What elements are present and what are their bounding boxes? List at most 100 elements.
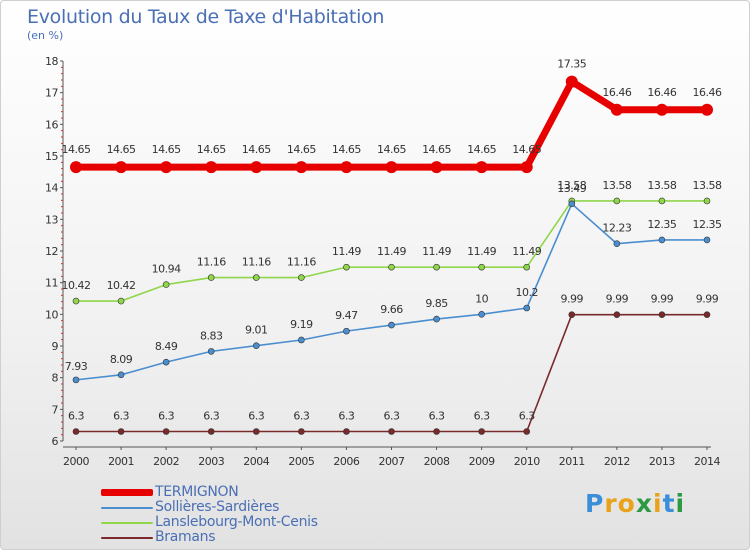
data-label: 6.3: [203, 410, 219, 423]
data-label: 6.3: [519, 410, 535, 423]
data-point: [613, 311, 621, 318]
data-point: [252, 428, 260, 435]
data-label: 16.46: [693, 86, 722, 99]
data-point: [250, 161, 263, 174]
data-label: 14.65: [107, 143, 136, 156]
data-point: [295, 161, 308, 174]
data-point: [523, 304, 531, 312]
data-label: 14.65: [467, 143, 496, 156]
y-tick-label: 7: [52, 403, 59, 416]
data-point: [72, 376, 80, 384]
data-point: [658, 311, 666, 318]
data-label: 9.99: [651, 293, 674, 306]
data-label: 11.49: [512, 245, 541, 258]
legend-swatch: [101, 506, 153, 509]
data-label: 6.3: [384, 410, 400, 423]
data-point: [298, 274, 305, 281]
y-tick-label: 14: [45, 182, 58, 195]
data-label: 9.66: [380, 303, 403, 316]
logo-letter: i: [653, 489, 663, 518]
data-point: [72, 297, 80, 305]
data-point: [160, 161, 173, 174]
x-tick-label: 2006: [333, 455, 359, 468]
data-label: 16.46: [647, 86, 676, 99]
y-tick-label: 15: [45, 150, 58, 163]
data-point: [207, 274, 215, 281]
data-label: 11.16: [287, 256, 316, 269]
y-tick-label: 12: [45, 245, 58, 258]
data-point: [117, 297, 125, 305]
legend-label: Sollières-Sardières: [155, 499, 280, 515]
data-point: [252, 342, 260, 349]
x-tick-label: 2003: [198, 455, 224, 468]
logo-letter: t: [662, 489, 676, 518]
data-label: 11.16: [197, 256, 226, 269]
data-label: 6.3: [429, 410, 445, 423]
x-tick-label: 2009: [469, 455, 495, 468]
legend-label: Bramans: [155, 529, 216, 545]
data-label: 12.35: [647, 218, 676, 231]
x-tick-label: 2007: [379, 455, 405, 468]
data-label: 7.93: [65, 360, 88, 373]
data-point: [388, 263, 395, 271]
data-point: [478, 263, 485, 271]
data-point: [658, 197, 666, 205]
data-point: [385, 161, 398, 174]
x-tick-label: 2010: [514, 455, 540, 468]
data-point: [162, 281, 170, 288]
data-label: 9.99: [606, 293, 629, 306]
logo-letter: x: [635, 489, 653, 518]
data-point: [433, 428, 440, 435]
y-tick-label: 6: [52, 435, 59, 448]
x-tick-label: 2004: [243, 455, 269, 468]
data-label: 14.65: [242, 143, 271, 156]
legend-item: Sollières-Sardières: [101, 500, 318, 515]
proxiti-logo: Proxiti: [585, 489, 685, 518]
data-label: 14.65: [512, 143, 541, 156]
data-label: 8.09: [110, 353, 133, 366]
data-point: [343, 428, 350, 435]
data-point: [298, 428, 305, 435]
x-tick-label: 2002: [153, 455, 179, 468]
data-label: 6.3: [158, 410, 174, 423]
data-label: 6.3: [338, 410, 354, 423]
data-label: 11.49: [377, 245, 406, 258]
data-label: 6.3: [474, 410, 490, 423]
data-label: 6.3: [293, 410, 309, 423]
logo-letter: i: [675, 489, 686, 518]
data-point: [388, 428, 395, 435]
data-label: 14.65: [422, 143, 451, 156]
data-label: 16.46: [602, 86, 631, 99]
legend-swatch: [101, 489, 153, 496]
series-labels: 6.3 6.3 6.3 6.3 6.3 6.3 6.3 6.3 6.3 6.3 6.3 9.99 9.9…: [62, 58, 723, 423]
data-point: [207, 348, 215, 355]
data-label: 9.99: [696, 293, 719, 306]
data-point: [162, 428, 170, 435]
data-label: 14.65: [152, 143, 181, 156]
data-label: 6.3: [248, 410, 264, 423]
y-tick-label: 18: [45, 55, 58, 68]
chart-subtitle: (en %): [27, 29, 64, 42]
chart-title: Evolution du Taux de Taxe d'Habitation: [27, 6, 385, 28]
data-label: 9.01: [245, 324, 268, 337]
x-tick-label: 2008: [424, 455, 450, 468]
data-label: 11.49: [332, 245, 361, 258]
data-label: 14.65: [197, 143, 226, 156]
data-label: 10: [475, 292, 488, 305]
data-point: [523, 428, 531, 435]
data-point: [343, 327, 350, 335]
chart-axes: 6 7 8 9 10 11 12 13 14 15 16 17 18 2000 2001 2002 2003 20…: [45, 55, 721, 468]
legend-swatch: [101, 521, 153, 524]
y-tick-label: 9: [52, 340, 59, 353]
data-label: 12.23: [602, 222, 631, 235]
x-tick-label: 2012: [604, 455, 630, 468]
data-label: 14.65: [332, 143, 361, 156]
data-point: [703, 197, 711, 205]
legend-label: TERMIGNON: [155, 484, 239, 500]
data-point: [207, 428, 215, 435]
data-label: 11.49: [422, 245, 451, 258]
data-point: [520, 161, 533, 174]
x-tick-label: 2011: [559, 455, 585, 468]
data-label: 13.58: [602, 179, 631, 192]
